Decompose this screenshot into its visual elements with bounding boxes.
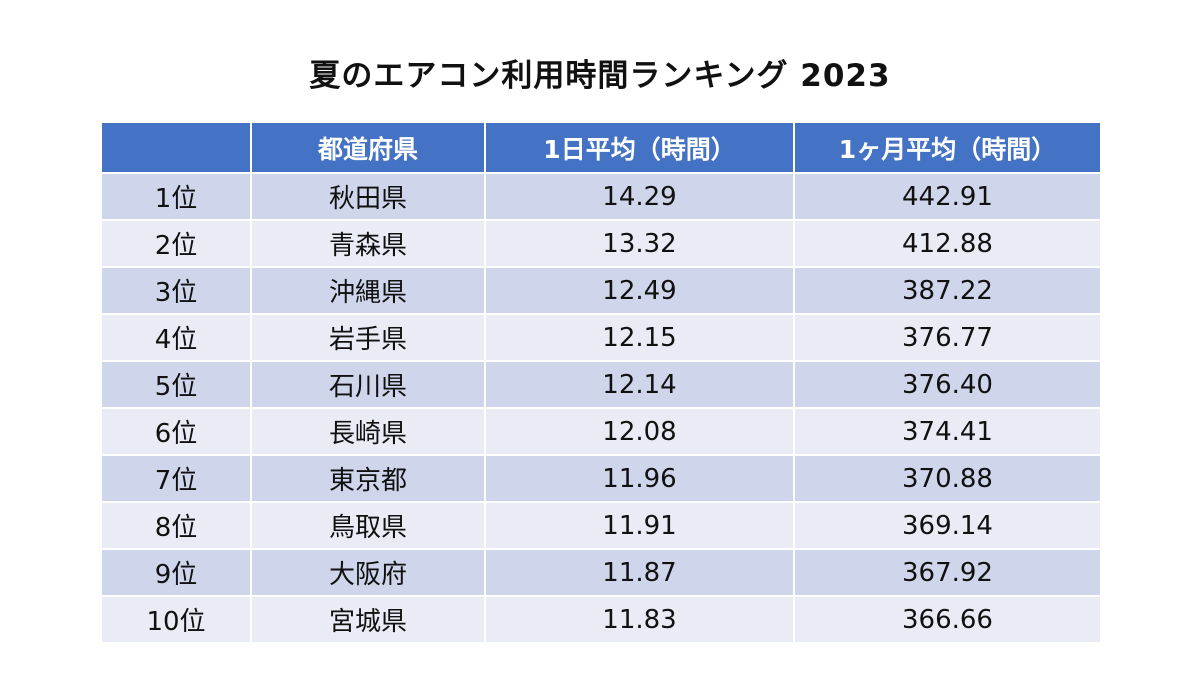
cell-monthly: 366.66 — [793, 595, 1102, 644]
cell-prefecture: 青森県 — [250, 219, 486, 268]
cell-monthly: 376.77 — [793, 313, 1102, 362]
cell-rank: 4位 — [100, 313, 252, 362]
header-prefecture: 都道府県 — [250, 121, 486, 174]
cell-daily: 11.91 — [484, 501, 795, 550]
header-daily-average: 1日平均（時間） — [484, 121, 795, 174]
cell-prefecture: 岩手県 — [250, 313, 486, 362]
cell-prefecture: 東京都 — [250, 454, 486, 503]
ranking-table: 都道府県 1日平均（時間） 1ヶ月平均（時間） 1位 秋田県 14.29 442… — [100, 121, 1102, 644]
cell-prefecture: 石川県 — [250, 360, 486, 409]
cell-daily: 11.87 — [484, 548, 795, 597]
table-header-row: 都道府県 1日平均（時間） 1ヶ月平均（時間） — [100, 121, 1102, 174]
cell-daily: 11.96 — [484, 454, 795, 503]
cell-rank: 10位 — [100, 595, 252, 644]
cell-prefecture: 長崎県 — [250, 407, 486, 456]
cell-monthly: 374.41 — [793, 407, 1102, 456]
cell-prefecture: 秋田県 — [250, 172, 486, 221]
cell-monthly: 369.14 — [793, 501, 1102, 550]
cell-rank: 5位 — [100, 360, 252, 409]
cell-rank: 3位 — [100, 266, 252, 315]
cell-prefecture: 沖縄県 — [250, 266, 486, 315]
table-row: 6位 長崎県 12.08 374.41 — [100, 407, 1102, 456]
cell-rank: 8位 — [100, 501, 252, 550]
cell-rank: 1位 — [100, 172, 252, 221]
cell-daily: 12.49 — [484, 266, 795, 315]
cell-rank: 9位 — [100, 548, 252, 597]
cell-daily: 13.32 — [484, 219, 795, 268]
cell-daily: 11.83 — [484, 595, 795, 644]
cell-daily: 14.29 — [484, 172, 795, 221]
cell-prefecture: 鳥取県 — [250, 501, 486, 550]
cell-rank: 6位 — [100, 407, 252, 456]
table-row: 8位 鳥取県 11.91 369.14 — [100, 501, 1102, 550]
cell-daily: 12.14 — [484, 360, 795, 409]
cell-daily: 12.08 — [484, 407, 795, 456]
table-row: 10位 宮城県 11.83 366.66 — [100, 595, 1102, 644]
table-row: 4位 岩手県 12.15 376.77 — [100, 313, 1102, 362]
cell-prefecture: 宮城県 — [250, 595, 486, 644]
table-row: 5位 石川県 12.14 376.40 — [100, 360, 1102, 409]
table-row: 9位 大阪府 11.87 367.92 — [100, 548, 1102, 597]
header-rank — [100, 121, 252, 174]
cell-monthly: 412.88 — [793, 219, 1102, 268]
table-row: 3位 沖縄県 12.49 387.22 — [100, 266, 1102, 315]
cell-monthly: 367.92 — [793, 548, 1102, 597]
cell-monthly: 387.22 — [793, 266, 1102, 315]
table-row: 7位 東京都 11.96 370.88 — [100, 454, 1102, 503]
header-monthly-average: 1ヶ月平均（時間） — [793, 121, 1102, 174]
cell-rank: 2位 — [100, 219, 252, 268]
table-row: 1位 秋田県 14.29 442.91 — [100, 172, 1102, 221]
table-row: 2位 青森県 13.32 412.88 — [100, 219, 1102, 268]
cell-daily: 12.15 — [484, 313, 795, 362]
cell-monthly: 370.88 — [793, 454, 1102, 503]
chart-title: 夏のエアコン利用時間ランキング 2023 — [309, 58, 891, 94]
cell-prefecture: 大阪府 — [250, 548, 486, 597]
cell-monthly: 442.91 — [793, 172, 1102, 221]
cell-monthly: 376.40 — [793, 360, 1102, 409]
cell-rank: 7位 — [100, 454, 252, 503]
